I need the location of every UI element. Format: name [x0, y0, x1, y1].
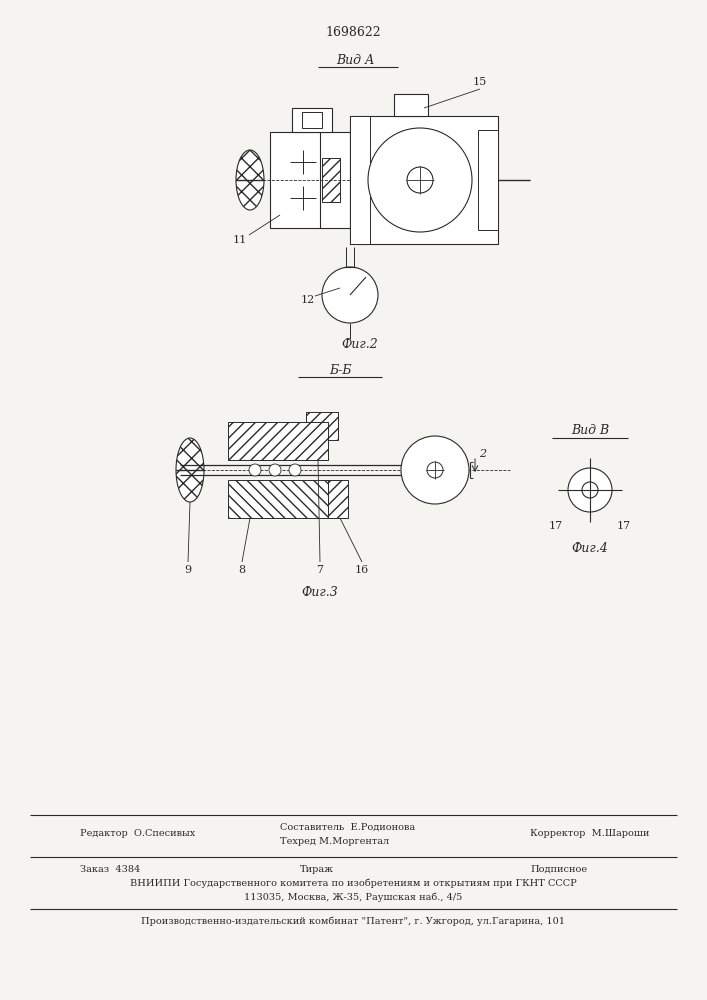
Text: 8: 8 — [238, 565, 245, 575]
Bar — [228, 422, 328, 460]
Text: Фиг.3: Фиг.3 — [302, 585, 339, 598]
Ellipse shape — [176, 438, 204, 502]
Text: Вид В: Вид В — [571, 424, 609, 436]
Circle shape — [289, 464, 301, 476]
Circle shape — [427, 462, 443, 478]
Text: Техред М.Моргентал: Техред М.Моргентал — [280, 836, 389, 846]
Text: 113035, Москва, Ж-35, Раушская наб., 4/5: 113035, Москва, Ж-35, Раушская наб., 4/5 — [244, 892, 462, 902]
Text: Подписное: Подписное — [530, 864, 587, 874]
Circle shape — [269, 464, 281, 476]
Text: Корректор  М.Шароши: Корректор М.Шароши — [530, 828, 649, 838]
Bar — [350, 116, 498, 244]
Text: 2: 2 — [479, 449, 486, 459]
Text: 1698622: 1698622 — [325, 25, 381, 38]
Bar — [270, 132, 350, 228]
Bar — [228, 480, 328, 518]
Bar — [302, 112, 322, 128]
Bar — [328, 480, 348, 518]
Text: Фиг.2: Фиг.2 — [341, 338, 378, 352]
Circle shape — [322, 267, 378, 323]
Text: Составитель  Е.Родионова: Составитель Е.Родионова — [280, 822, 415, 832]
Text: 11: 11 — [233, 235, 247, 245]
Circle shape — [582, 482, 598, 498]
Bar — [322, 158, 340, 202]
Bar — [350, 116, 370, 244]
Text: Производственно-издательский комбинат "Патент", г. Ужгород, ул.Гагарина, 101: Производственно-издательский комбинат "П… — [141, 916, 565, 926]
Bar — [478, 130, 498, 230]
Text: 17: 17 — [549, 521, 563, 531]
Text: Фиг.4: Фиг.4 — [572, 542, 609, 554]
Ellipse shape — [236, 150, 264, 210]
Circle shape — [249, 464, 261, 476]
Text: 17: 17 — [617, 521, 631, 531]
Text: Заказ  4384: Заказ 4384 — [80, 864, 140, 874]
Text: 16: 16 — [355, 565, 369, 575]
Bar — [292, 108, 332, 132]
Text: 12: 12 — [301, 295, 315, 305]
Circle shape — [401, 436, 469, 504]
Text: 9: 9 — [185, 565, 192, 575]
Text: 15: 15 — [473, 77, 487, 87]
Text: Тираж: Тираж — [300, 864, 334, 874]
Circle shape — [368, 128, 472, 232]
Text: Вид А: Вид А — [336, 53, 374, 66]
Bar — [306, 412, 338, 440]
Circle shape — [407, 167, 433, 193]
Circle shape — [568, 468, 612, 512]
Bar — [394, 94, 428, 116]
Text: Редактор  О.Спесивых: Редактор О.Спесивых — [80, 828, 195, 838]
Text: ВНИИПИ Государственного комитета по изобретениям и открытиям при ГКНТ СССР: ВНИИПИ Государственного комитета по изоб… — [129, 878, 576, 888]
Text: 7: 7 — [317, 565, 324, 575]
Text: Б-Б: Б-Б — [329, 363, 351, 376]
